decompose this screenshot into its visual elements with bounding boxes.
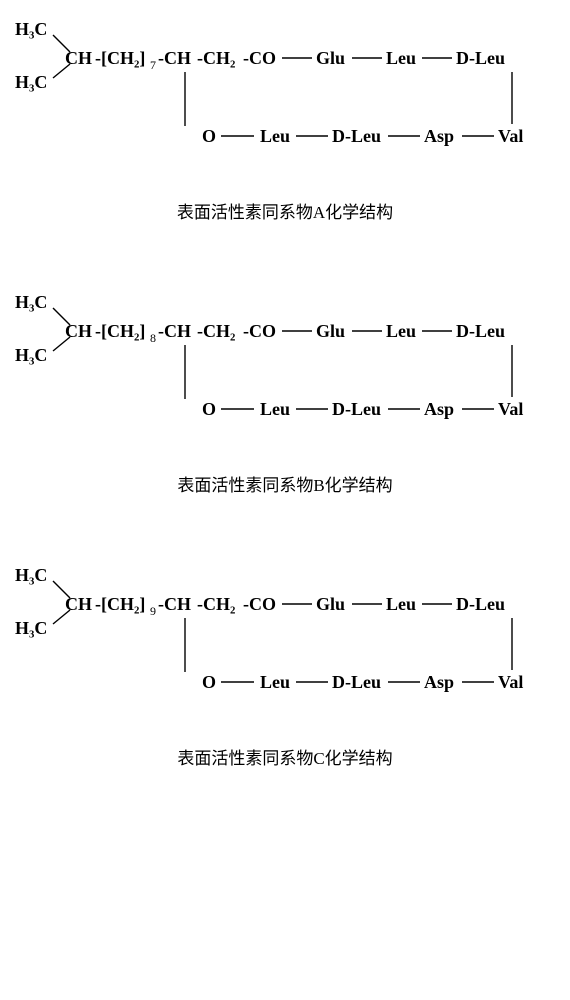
svg-text:CH: CH — [65, 48, 92, 68]
svg-text:Val: Val — [498, 672, 523, 692]
svg-text:Glu: Glu — [316, 321, 345, 341]
structure-block: H₃C H₃C CH-[CH₂] 7-CH -CH₂ -CO Glu Leu D-Leu Val A… — [10, 20, 560, 223]
svg-text:O: O — [202, 399, 216, 419]
svg-text:H₃C: H₃C — [15, 345, 47, 365]
svg-text:-CH₂: -CH₂ — [197, 594, 235, 614]
svg-text:-[CH₂]: -[CH₂] — [95, 321, 145, 341]
svg-text:-CH: -CH — [158, 48, 191, 68]
svg-text:-CO: -CO — [243, 48, 276, 68]
svg-text:H₃C: H₃C — [15, 566, 47, 585]
svg-text:D-Leu: D-Leu — [332, 126, 381, 146]
svg-text:Leu: Leu — [260, 126, 290, 146]
svg-text:O: O — [202, 126, 216, 146]
svg-text:D-Leu: D-Leu — [332, 672, 381, 692]
svg-text:Asp: Asp — [424, 672, 454, 692]
chemical-structure-diagram: H₃C H₃C CH-[CH₂] 7-CH -CH₂ -CO Glu Leu D-Leu Val A… — [10, 20, 555, 160]
svg-text:Glu: Glu — [316, 48, 345, 68]
svg-text:Leu: Leu — [386, 321, 416, 341]
svg-text:9: 9 — [150, 604, 156, 618]
svg-text:Leu: Leu — [260, 672, 290, 692]
svg-text:O: O — [202, 672, 216, 692]
svg-text:H₃C: H₃C — [15, 72, 47, 92]
svg-text:-CO: -CO — [243, 594, 276, 614]
svg-text:-CH₂: -CH₂ — [197, 321, 235, 341]
svg-text:Leu: Leu — [386, 594, 416, 614]
chemical-structure-diagram: H₃C H₃C CH-[CH₂] 8-CH -CH₂ -CO Glu Leu D-Leu Val A… — [10, 293, 555, 433]
svg-text:D-Leu: D-Leu — [332, 399, 381, 419]
svg-text:Asp: Asp — [424, 126, 454, 146]
svg-text:H₃C: H₃C — [15, 20, 47, 39]
svg-text:7: 7 — [150, 58, 156, 72]
structure-caption: 表面活性素同系物C化学结构 — [10, 744, 560, 769]
svg-text:-[CH₂]: -[CH₂] — [95, 48, 145, 68]
svg-text:-CH: -CH — [158, 594, 191, 614]
structure-block: H₃C H₃C CH-[CH₂] 9-CH -CH₂ -CO Glu Leu D-Leu Val A… — [10, 566, 560, 769]
svg-text:Leu: Leu — [260, 399, 290, 419]
svg-text:H₃C: H₃C — [15, 293, 47, 312]
svg-text:CH: CH — [65, 594, 92, 614]
structure-caption: 表面活性素同系物A化学结构 — [10, 198, 560, 223]
svg-text:Glu: Glu — [316, 594, 345, 614]
svg-text:-[CH₂]: -[CH₂] — [95, 594, 145, 614]
svg-text:Leu: Leu — [386, 48, 416, 68]
chemical-structure-diagram: H₃C H₃C CH-[CH₂] 9-CH -CH₂ -CO Glu Leu D-Leu Val A… — [10, 566, 555, 706]
svg-text:D-Leu: D-Leu — [456, 594, 505, 614]
svg-text:Val: Val — [498, 126, 523, 146]
svg-text:Asp: Asp — [424, 399, 454, 419]
svg-text:D-Leu: D-Leu — [456, 48, 505, 68]
svg-text:CH: CH — [65, 321, 92, 341]
svg-text:-CH: -CH — [158, 321, 191, 341]
svg-text:D-Leu: D-Leu — [456, 321, 505, 341]
svg-text:H₃C: H₃C — [15, 618, 47, 638]
svg-text:Val: Val — [498, 399, 523, 419]
structure-block: H₃C H₃C CH-[CH₂] 8-CH -CH₂ -CO Glu Leu D-Leu Val A… — [10, 293, 560, 496]
svg-text:-CH₂: -CH₂ — [197, 48, 235, 68]
svg-text:-CO: -CO — [243, 321, 276, 341]
structure-caption: 表面活性素同系物B化学结构 — [10, 471, 560, 496]
svg-text:8: 8 — [150, 331, 156, 345]
